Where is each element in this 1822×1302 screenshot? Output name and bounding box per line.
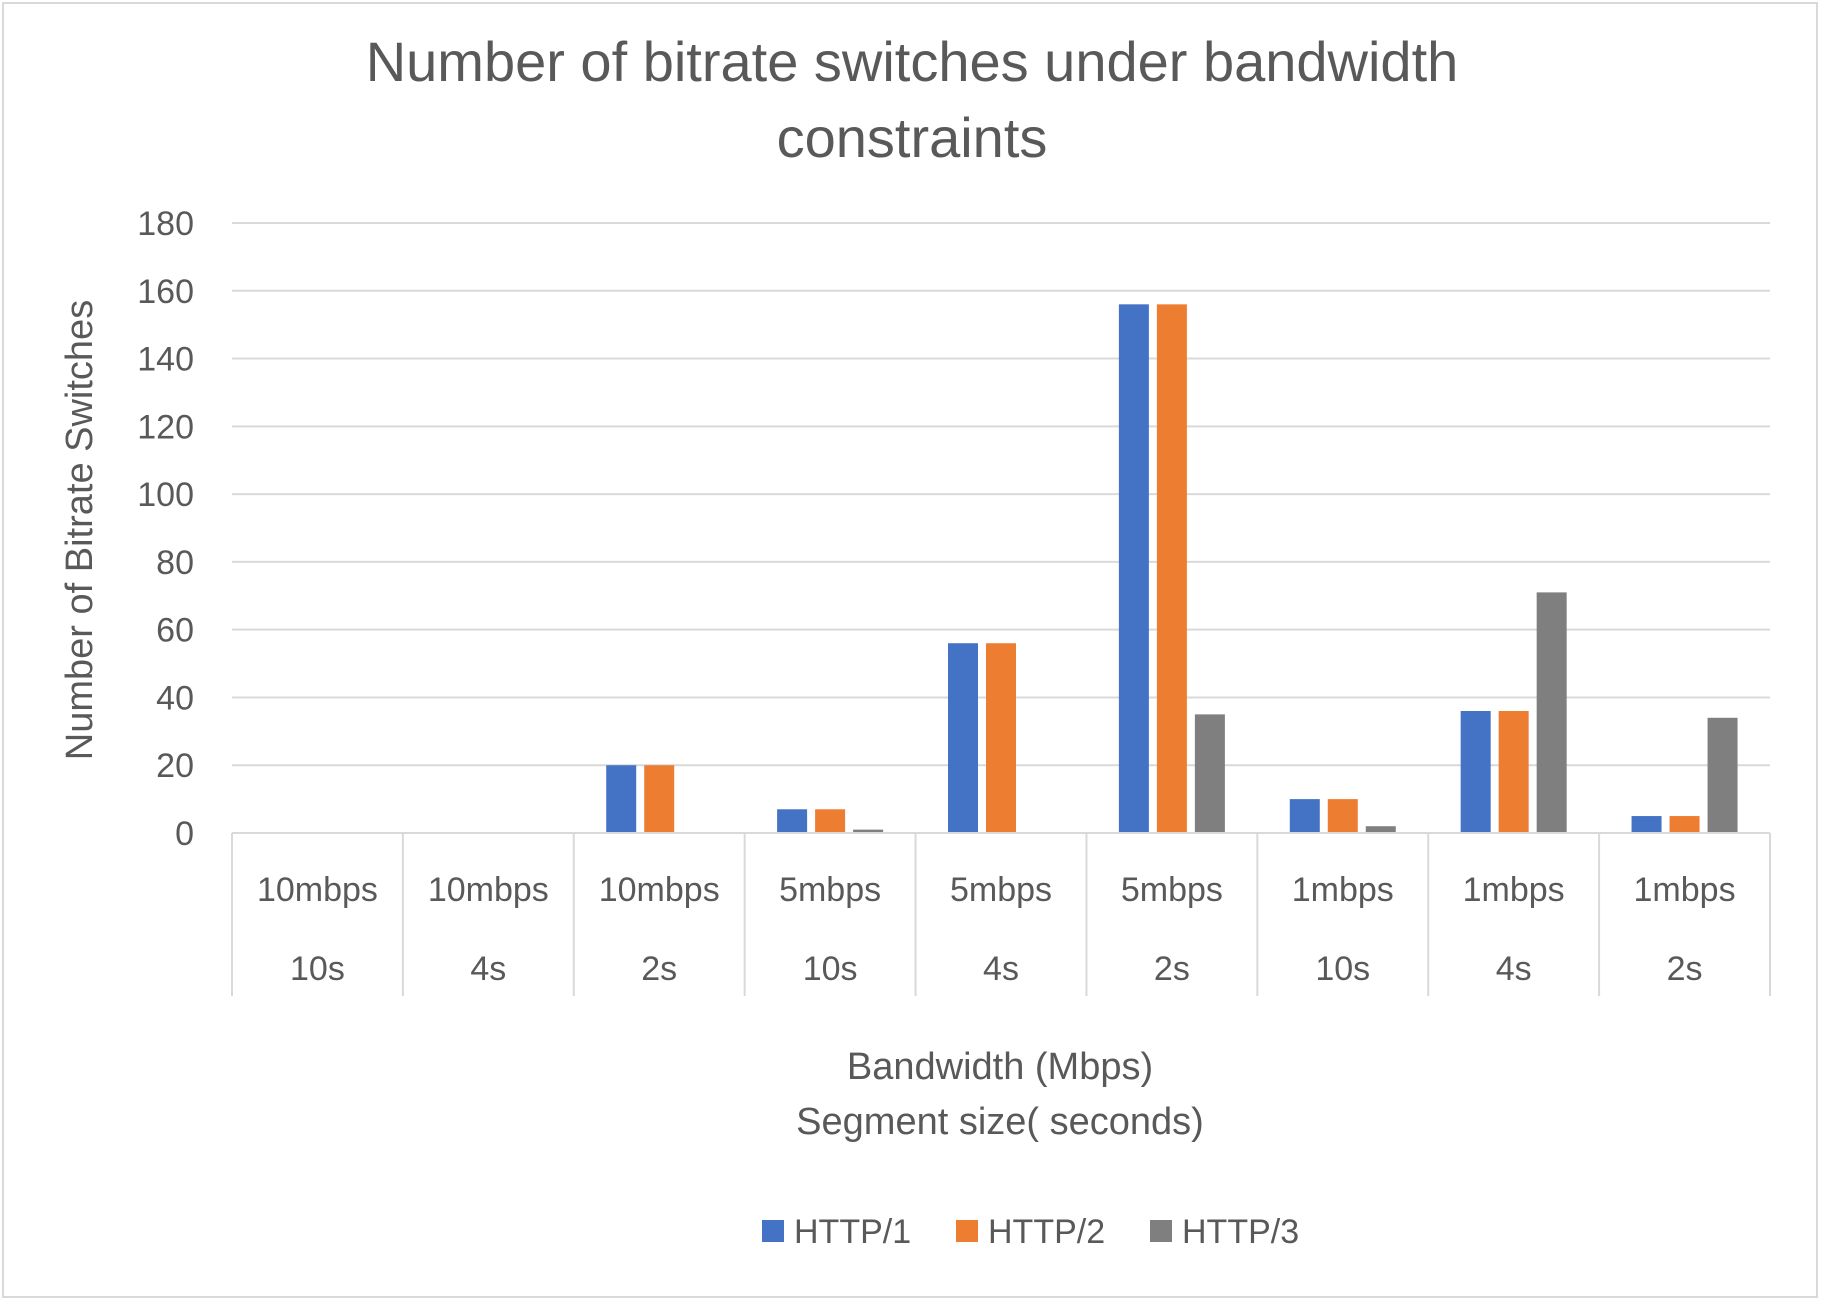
y-tick-label: 40 (156, 679, 194, 717)
bar-http-3 (1707, 717, 1738, 833)
legend: HTTP/1 HTTP/2 HTTP/3 (762, 1213, 1299, 1251)
legend-swatch-http-2 (956, 1220, 978, 1242)
bar-http-1 (1289, 799, 1320, 833)
bar-http-2 (986, 643, 1016, 833)
bar-http-2 (1327, 799, 1358, 833)
legend-swatch-http-3 (1150, 1220, 1172, 1242)
bar-http-2 (815, 809, 846, 833)
y-tick-label: 120 (137, 408, 194, 446)
x-tick-label-segment: 2s (641, 950, 677, 988)
bar-http-1 (777, 809, 808, 833)
x-axis-title-line-1: Bandwidth (Mbps) (847, 1046, 1153, 1088)
x-tick-label-segment: 10s (803, 950, 858, 988)
bar-chart: Number of bitrate switches under bandwid… (59, 30, 1771, 1251)
y-tick-label: 180 (137, 205, 194, 243)
x-tick-label-segment: 10s (1315, 950, 1370, 988)
x-axis: 10mbps 10s 10mbps 4s 10mbps 2s 5mbps 10s 5mbps 4s… (231, 832, 1771, 996)
x-tick-label-bandwidth: 1mbps (1463, 871, 1565, 909)
x-tick-label-bandwidth: 10mbps (428, 871, 549, 909)
x-tick-label-segment: 4s (470, 950, 506, 988)
y-tick-label: 20 (156, 747, 194, 785)
x-tick-label-bandwidth: 1mbps (1292, 871, 1394, 909)
y-tick-label: 160 (137, 273, 194, 311)
y-tick-label: 0 (175, 815, 194, 853)
bar-http-3 (1365, 826, 1396, 833)
bar-http-1 (1631, 816, 1662, 833)
legend-label: HTTP/3 (1182, 1213, 1299, 1251)
bar-http-2 (1498, 711, 1529, 833)
bar-http-2 (644, 765, 675, 833)
chart-title-line-1: Number of bitrate switches under bandwid… (366, 30, 1459, 93)
bar-http-1 (1118, 304, 1149, 833)
y-axis-tick-labels: 0 20 40 60 80 100 120 140 160 180 (137, 205, 194, 853)
gridlines (232, 222, 1770, 834)
x-tick-label-bandwidth: 5mbps (950, 871, 1052, 909)
bar-http-3 (1536, 592, 1567, 833)
x-axis-title-line-2: Segment size( seconds) (796, 1101, 1204, 1143)
y-tick-label: 100 (137, 476, 194, 514)
x-tick-label-bandwidth: 1mbps (1634, 871, 1736, 909)
bar-http-1 (948, 643, 978, 833)
x-tick-label-segment: 4s (1496, 950, 1532, 988)
bar-http-1 (606, 765, 637, 833)
bar-http-2 (1156, 304, 1187, 833)
x-tick-label-segment: 2s (1667, 950, 1703, 988)
y-axis-title: Number of Bitrate Switches (59, 300, 101, 760)
chart-title-line-2: constraints (777, 106, 1048, 169)
x-tick-label-segment: 10s (290, 950, 345, 988)
x-tick-label-bandwidth: 5mbps (1121, 871, 1223, 909)
bar-http-3 (853, 829, 884, 833)
bar-http-2 (1669, 816, 1700, 833)
legend-swatch-http-1 (762, 1220, 784, 1242)
y-tick-label: 140 (137, 341, 194, 379)
x-tick-label-bandwidth: 5mbps (779, 871, 881, 909)
x-tick-label-bandwidth: 10mbps (599, 871, 720, 909)
legend-label: HTTP/2 (988, 1213, 1105, 1251)
y-tick-label: 80 (156, 544, 194, 582)
bar-http-3 (1194, 714, 1225, 833)
bar-http-1 (1460, 711, 1491, 833)
legend-label: HTTP/1 (794, 1213, 911, 1251)
x-tick-label-segment: 2s (1154, 950, 1190, 988)
x-tick-label-segment: 4s (983, 950, 1019, 988)
y-tick-label: 60 (156, 612, 194, 650)
x-tick-label-bandwidth: 10mbps (257, 871, 378, 909)
bars (606, 304, 1738, 833)
